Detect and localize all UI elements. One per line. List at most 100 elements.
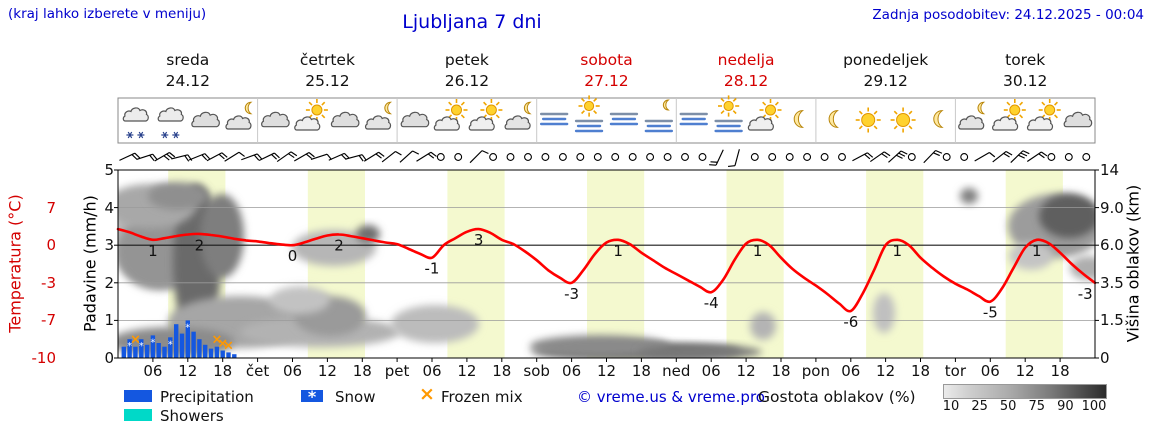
day-name: sobota: [580, 51, 633, 69]
density-tick: 25: [971, 399, 988, 414]
svg-text:-3: -3: [1078, 285, 1093, 303]
day-date: 25.12: [305, 72, 350, 90]
x-axis-label: 18: [631, 362, 651, 380]
day-date: 30.12: [1003, 72, 1048, 90]
x-axis-label: 06: [562, 362, 582, 380]
temp-tick: -10: [31, 349, 57, 367]
precip-tick: 3: [104, 236, 114, 255]
cloud-height-tick: 6.0: [1100, 236, 1124, 255]
day-header-nedelja: nedelja 28.12: [676, 50, 816, 92]
day-date: 24.12: [165, 72, 210, 90]
last-updated: Zadnja posodobitev: 24.12.2025 - 00:04: [872, 7, 1144, 23]
precipitation-bars: *×* * **×××: [121, 320, 237, 358]
day-name: sreda: [166, 51, 210, 69]
precipitation-legend-label: Precipitation: [160, 388, 254, 406]
x-axis-label: 06: [980, 362, 1000, 380]
day-date: 28.12: [723, 72, 769, 90]
snow-swatch-star-icon: [301, 390, 323, 402]
day-date: 26.12: [444, 72, 490, 90]
day-name: četrtek: [299, 51, 355, 69]
x-axis-label: 12: [736, 362, 756, 380]
svg-text:*: *: [139, 341, 144, 352]
x-axis-label: 12: [457, 362, 477, 380]
svg-text:-5: -5: [983, 304, 998, 322]
x-axis-label: 06: [422, 362, 442, 380]
x-axis-label: 18: [352, 362, 372, 380]
svg-text:1: 1: [148, 242, 158, 260]
x-axis-label: 18: [910, 362, 931, 380]
precip-tick: 2: [104, 273, 114, 292]
x-axis-label: pon: [801, 362, 830, 380]
temp-tick: -7: [41, 311, 56, 330]
day-name: petek: [444, 51, 489, 69]
density-tick: 10: [942, 399, 960, 414]
svg-text:-3: -3: [564, 285, 579, 303]
x-axis-label: 12: [596, 362, 617, 380]
x-axis-label: 06: [701, 362, 721, 380]
x-axis-label: 06: [143, 362, 163, 380]
frozen-mix-icon: [419, 383, 435, 405]
weather-icons-strip: [117, 97, 1096, 144]
day-date: 29.12: [863, 72, 908, 90]
copyright-link[interactable]: © vreme.us & vreme.pro: [577, 388, 765, 406]
density-tick: 90: [1057, 399, 1074, 414]
svg-text:1: 1: [613, 242, 623, 260]
density-tick: 100: [1081, 399, 1107, 414]
snow-legend-label: Snow: [335, 388, 376, 406]
x-axis-label: 12: [317, 362, 337, 380]
weather-icons: [122, 95, 1093, 139]
x-axis-label: 18: [771, 362, 791, 380]
x-axis-label: 18: [492, 362, 512, 380]
page-title: Ljubljana 7 dni: [402, 11, 542, 33]
day-name: ponedeljek: [843, 51, 929, 69]
svg-text:-4: -4: [704, 294, 719, 312]
day-header-torek: torek 30.12: [955, 50, 1095, 92]
precip-tick: 4: [104, 198, 114, 217]
showers-swatch: [124, 409, 152, 421]
temperature-labels: 1 2 0 2 -1 3 -3 1 -4 1 -6 1 -5 1 -3: [148, 231, 1093, 331]
svg-text:*: *: [127, 341, 132, 352]
cloud-height-tick: 14: [1100, 161, 1120, 179]
day-header-petek: petek 26.12: [397, 50, 537, 92]
x-axis-label: 06: [841, 362, 861, 380]
x-axis-label: sob: [523, 362, 550, 380]
svg-text:1: 1: [893, 242, 903, 260]
location-menu-hint: (kraj lahko izberete v meniju): [8, 6, 207, 22]
day-header-sobota: sobota 27.12: [537, 50, 677, 92]
x-axis-label: 18: [1050, 362, 1070, 380]
svg-text:×: ×: [217, 337, 228, 352]
day-header-četrtek: četrtek 25.12: [258, 50, 398, 92]
cloud-height-tick: 1.5: [1100, 311, 1124, 330]
x-axis-label: čet: [245, 362, 270, 380]
svg-text:1: 1: [1032, 242, 1042, 260]
x-axis-label: 12: [876, 362, 896, 380]
cloud-height-tick: 0: [1100, 349, 1110, 367]
wind-barbs: [119, 149, 1091, 167]
density-tick: 75: [1028, 399, 1046, 414]
temp-tick: 7: [46, 198, 56, 217]
x-axis-label: 12: [1015, 362, 1035, 380]
precip-tick: 1: [104, 311, 114, 330]
x-axis-label: 06: [282, 362, 303, 380]
svg-text:3: 3: [474, 231, 484, 249]
day-header-sreda: sreda 24.12: [118, 50, 258, 92]
cloud-density-gradient: [943, 384, 1107, 399]
precipitation-swatch: [124, 390, 152, 402]
day-header-ponedeljek: ponedeljek 29.12: [816, 50, 956, 92]
day-name: nedelja: [717, 51, 775, 69]
frozen-mix-legend-label: Frozen mix: [441, 388, 523, 406]
temperature-line: [116, 227, 1097, 313]
day-name: torek: [1005, 51, 1046, 69]
x-axis-label: ned: [662, 362, 691, 380]
cloud-height-tick: 9.0: [1100, 198, 1124, 217]
x-axis-label: 18: [213, 362, 233, 380]
cloud-height-tick: 3.5: [1100, 273, 1124, 292]
svg-text:-1: -1: [425, 260, 440, 278]
density-tick: 50: [999, 399, 1017, 414]
x-axis-label: 12: [178, 362, 198, 380]
svg-text:×: ×: [223, 338, 234, 353]
day-date: 27.12: [584, 72, 629, 90]
cloud-density-label: Gostota oblakov (%): [758, 388, 916, 406]
